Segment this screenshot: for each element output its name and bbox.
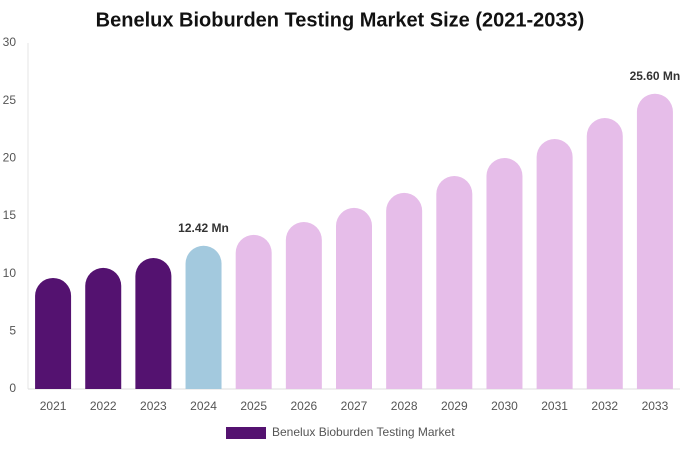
legend-label: Benelux Bioburden Testing Market bbox=[272, 425, 455, 439]
y-tick-label: 0 bbox=[9, 381, 16, 395]
bar bbox=[436, 175, 473, 389]
x-tick-label: 2030 bbox=[491, 399, 518, 413]
bar bbox=[85, 267, 122, 389]
y-tick-label: 10 bbox=[3, 266, 17, 280]
x-tick-label: 2027 bbox=[341, 399, 368, 413]
x-tick-label: 2023 bbox=[140, 399, 167, 413]
bar bbox=[536, 138, 573, 389]
x-tick-label: 2031 bbox=[541, 399, 568, 413]
bar bbox=[135, 257, 172, 389]
chart-title: Benelux Bioburden Testing Market Size (2… bbox=[96, 9, 585, 31]
x-tick-label: 2025 bbox=[240, 399, 267, 413]
x-tick-label: 2026 bbox=[290, 399, 317, 413]
bar bbox=[35, 277, 72, 389]
x-tick-label: 2033 bbox=[642, 399, 669, 413]
y-tick-label: 20 bbox=[3, 151, 17, 165]
bar bbox=[386, 192, 423, 389]
y-tick-label: 5 bbox=[9, 324, 16, 338]
bar bbox=[636, 93, 673, 389]
legend-swatch bbox=[226, 427, 266, 439]
x-tick-label: 2024 bbox=[190, 399, 217, 413]
x-tick-label: 2032 bbox=[591, 399, 618, 413]
bar bbox=[486, 157, 523, 389]
bar bbox=[586, 117, 623, 389]
bar bbox=[285, 221, 322, 389]
y-tick-label: 30 bbox=[3, 35, 17, 49]
x-tick-label: 2022 bbox=[90, 399, 117, 413]
y-tick-label: 15 bbox=[3, 208, 17, 222]
x-tick-label: 2021 bbox=[40, 399, 67, 413]
x-tick-label: 2029 bbox=[441, 399, 468, 413]
x-tick-label: 2028 bbox=[391, 399, 418, 413]
value-label: 12.42 Mn bbox=[178, 221, 229, 235]
bar bbox=[235, 234, 272, 389]
y-tick-label: 25 bbox=[3, 93, 17, 107]
bar bbox=[336, 207, 372, 389]
bar bbox=[185, 245, 222, 389]
value-label: 25.60 Mn bbox=[630, 69, 680, 83]
